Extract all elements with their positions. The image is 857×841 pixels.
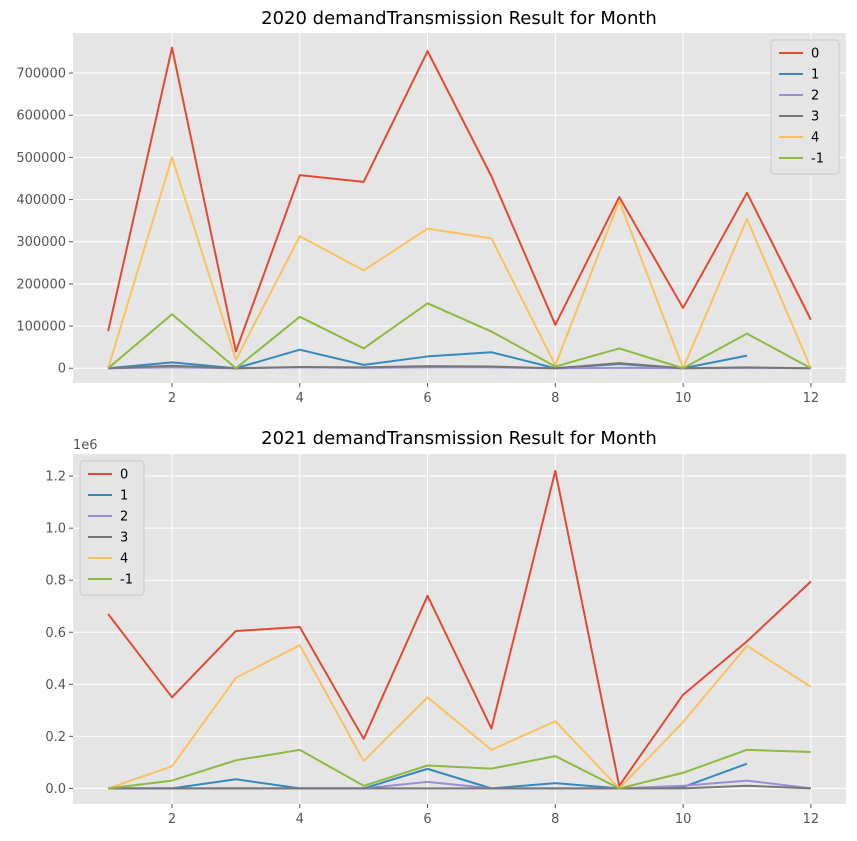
legend: 0 1 2 3 4 -1	[770, 39, 840, 175]
x-tick-label: 2	[168, 812, 176, 827]
x-tick-label: 4	[296, 391, 304, 406]
y-tick-label: 0.8	[45, 574, 66, 589]
x-tick-label: 12	[803, 391, 820, 406]
legend-label: 4	[811, 131, 819, 146]
chart-2020: 2020 demandTransmission Result for Month…	[16, 8, 846, 406]
y-tick-label: 1.0	[45, 522, 66, 537]
y-tick-label: 600000	[16, 109, 66, 124]
y-tick-label: 300000	[16, 235, 66, 250]
chart-title: 2021 demandTransmission Result for Month	[261, 428, 657, 449]
x-tick-label: 12	[803, 812, 820, 827]
chart-2021: 2021 demandTransmission Result for Month…	[45, 428, 846, 827]
y-tick-label: 0.6	[45, 626, 66, 641]
legend-label: 2	[811, 89, 819, 104]
x-tick-label: 2	[168, 391, 176, 406]
y-tick-label: 1.2	[45, 470, 66, 485]
y-tick-label: 0.4	[45, 678, 66, 693]
legend-frame	[79, 460, 145, 596]
chart-title: 2020 demandTransmission Result for Month	[261, 8, 657, 29]
legend-label: 1	[120, 489, 128, 504]
x-tick-label: 8	[551, 812, 559, 827]
legend-label: 1	[811, 68, 819, 83]
y-tick-label: 0.0	[45, 782, 66, 797]
series-line-3	[108, 362, 811, 370]
legend-frame	[770, 39, 840, 175]
legend-label: -1	[811, 152, 824, 167]
legend: 0 1 2 3 4 -1	[79, 460, 145, 596]
y-tick-label: 200000	[16, 277, 66, 292]
legend-label: 4	[120, 552, 128, 567]
y-tick-label: 500000	[16, 151, 66, 166]
series-line-0	[107, 469, 812, 787]
series-line--1	[108, 748, 811, 790]
series-line--1	[107, 302, 812, 370]
legend-label: -1	[120, 573, 133, 588]
legend-label: 2	[120, 510, 128, 525]
y-tick-label: 700000	[16, 67, 66, 82]
x-tick-label: 8	[551, 391, 559, 406]
legend-label: 3	[811, 110, 819, 125]
series-line-3	[108, 784, 811, 790]
legend-label: 3	[120, 531, 128, 546]
plot-area	[73, 33, 846, 383]
series-line-0	[107, 46, 812, 353]
x-tick-label: 10	[675, 812, 692, 827]
legend-label: 0	[120, 468, 128, 483]
y-offset-label: 1e6	[73, 438, 98, 453]
y-tick-label: 100000	[16, 320, 66, 335]
series-line-4	[107, 156, 812, 370]
y-tick-label: 400000	[16, 193, 66, 208]
x-tick-label: 6	[423, 812, 431, 827]
y-tick-label: 0.2	[45, 730, 66, 745]
y-tick-label: 0	[58, 362, 66, 377]
legend-label: 0	[811, 47, 819, 62]
x-tick-label: 6	[423, 391, 431, 406]
x-tick-label: 4	[296, 812, 304, 827]
series-line-4	[107, 644, 812, 790]
plot-area	[73, 454, 846, 804]
x-tick-label: 10	[675, 391, 692, 406]
